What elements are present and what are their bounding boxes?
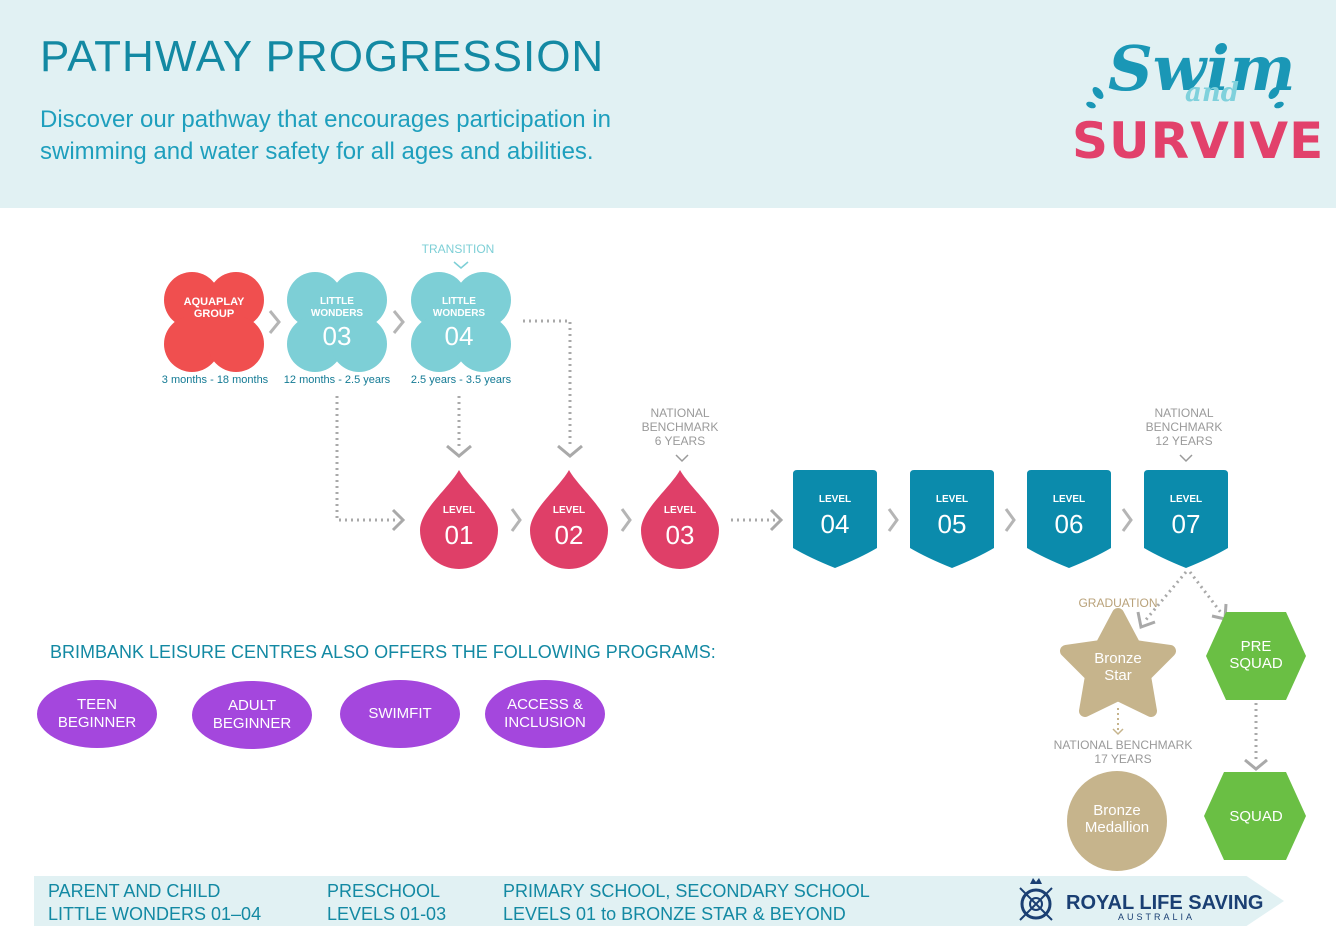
bronze-medallion-circle <box>1067 771 1167 871</box>
level-03-number: 03 <box>665 520 695 550</box>
chevron-right-icon <box>392 310 405 334</box>
benchmark-12-years: NATIONAL BENCHMARK 12 YEARS <box>1145 406 1223 448</box>
footer-col1-line2: LITTLE WONDERS 01–04 <box>48 904 262 924</box>
aquaplay-label: AQUAPLAY GROUP <box>183 296 245 320</box>
level-02-label: LEVEL <box>552 505 586 516</box>
level-04-shield-shape <box>793 470 877 568</box>
bronze-star-label: Bronze Star <box>1094 650 1142 684</box>
arrow-down-icon <box>557 444 583 458</box>
benchmark-17-years: NATIONAL BENCHMARK 17 YEARS <box>1053 738 1193 766</box>
arrow-right-icon <box>769 508 784 532</box>
level-05-shield-shape <box>910 470 994 568</box>
chevron-right-icon <box>1121 508 1133 532</box>
little-wonders-04-number: 04 <box>444 321 474 351</box>
little-wonders-04-age: 2.5 years - 3.5 years <box>410 374 512 386</box>
level-05-label: LEVEL <box>935 494 969 505</box>
chevron-right-icon <box>1004 508 1016 532</box>
other-programs-heading: BRIMBANK LEISURE CENTRES ALSO OFFERS THE… <box>50 642 716 662</box>
level-06-number: 06 <box>1054 509 1084 539</box>
level-06-label: LEVEL <box>1052 494 1086 505</box>
chevron-down-icon <box>453 261 469 269</box>
little-wonders-03-number: 03 <box>322 321 352 351</box>
logo-swim-text: Swim <box>1108 32 1296 105</box>
header-banner <box>0 0 1336 208</box>
program-adult-beginner: ADULT BEGINNER <box>192 681 312 749</box>
arrow-down-icon <box>1112 728 1124 736</box>
royal-life-saving-name: ROYAL LIFE SAVING <box>1066 892 1264 914</box>
dotted-connector <box>523 319 572 448</box>
footer-parent-child: PARENT AND CHILD LITTLE WONDERS 01–04 <box>48 880 261 926</box>
arrow-down-icon <box>1136 611 1156 629</box>
footer-col3-line1: PRIMARY SCHOOL, SECONDARY SCHOOL <box>503 881 870 901</box>
level-02-number: 02 <box>554 520 584 550</box>
squad-hexagon <box>1204 772 1306 860</box>
chevron-right-icon <box>268 310 281 334</box>
footer-col1-line1: PARENT AND CHILD <box>48 881 221 901</box>
arrow-down-icon <box>446 444 472 458</box>
dotted-connector <box>1142 571 1188 623</box>
squad-label: SQUAD <box>1229 808 1283 825</box>
bronze-medallion-label: Bronze Medallion <box>1084 802 1150 836</box>
footer-preschool: PRESCHOOL LEVELS 01-03 <box>327 880 446 926</box>
little-wonders-03-label: LITTLE WONDERS <box>310 296 364 319</box>
level-01-number: 01 <box>444 520 474 550</box>
little-wonders-03-age: 12 months - 2.5 years <box>283 374 391 386</box>
program-swimfit: SWIMFIT <box>340 680 460 748</box>
page-title: PATHWAY PROGRESSION <box>40 32 605 81</box>
logo-and-text: and <box>1185 78 1239 108</box>
level-03-label: LEVEL <box>663 505 697 516</box>
pre-squad-label: PRE SQUAD <box>1229 638 1283 672</box>
chevron-down-icon <box>1179 454 1193 463</box>
logo-survive-text: SURVIVE <box>1072 112 1325 170</box>
chevron-right-icon <box>887 508 899 532</box>
aquaplay-age: 3 months - 18 months <box>161 374 269 386</box>
level-03-drop-shape <box>641 470 719 569</box>
program-access-inclusion: ACCESS & INCLUSION <box>485 680 605 748</box>
dotted-connector <box>1188 571 1224 615</box>
level-01-drop-shape <box>420 470 498 569</box>
pre-squad-hexagon <box>1206 612 1306 700</box>
program-teen-beginner: TEEN BEGINNER <box>37 680 157 748</box>
arrow-down-icon <box>1244 758 1268 771</box>
footer-banner <box>34 876 1284 926</box>
chevron-down-icon <box>675 454 689 463</box>
footer-col2-line2: LEVELS 01-03 <box>327 904 447 924</box>
dotted-connector <box>335 396 398 522</box>
level-04-number: 04 <box>820 509 850 539</box>
royal-life-saving-country: AUSTRALIA <box>1118 912 1196 922</box>
little-wonders-04-label: LITTLE WONDERS <box>432 296 486 319</box>
level-06-shield-shape <box>1027 470 1111 568</box>
arrow-right-icon <box>391 508 406 532</box>
bronze-star-shape <box>1060 608 1176 717</box>
level-07-number: 07 <box>1171 509 1201 539</box>
level-05-number: 05 <box>937 509 967 539</box>
level-02-drop-shape <box>530 470 608 569</box>
transition-label: TRANSITION <box>421 242 495 256</box>
level-04-label: LEVEL <box>818 494 852 505</box>
royal-life-saving-crest-icon <box>1019 878 1053 921</box>
graduation-label: GRADUATION <box>1078 596 1158 610</box>
footer-col3-line2: LEVELS 01 to BRONZE STAR & BEYOND <box>503 904 846 924</box>
chevron-right-icon <box>620 508 632 532</box>
chevron-right-icon <box>510 508 522 532</box>
footer-col2-line1: PRESCHOOL <box>327 881 441 901</box>
level-07-label: LEVEL <box>1169 494 1203 505</box>
level-01-label: LEVEL <box>442 505 476 516</box>
level-07-shield-shape <box>1144 470 1228 568</box>
footer-school: PRIMARY SCHOOL, SECONDARY SCHOOL LEVELS … <box>503 880 870 926</box>
benchmark-6-years: NATIONAL BENCHMARK 6 YEARS <box>641 406 719 448</box>
aquaplay-flower-shape <box>164 272 264 372</box>
page-subtitle: Discover our pathway that encourages par… <box>40 106 611 165</box>
